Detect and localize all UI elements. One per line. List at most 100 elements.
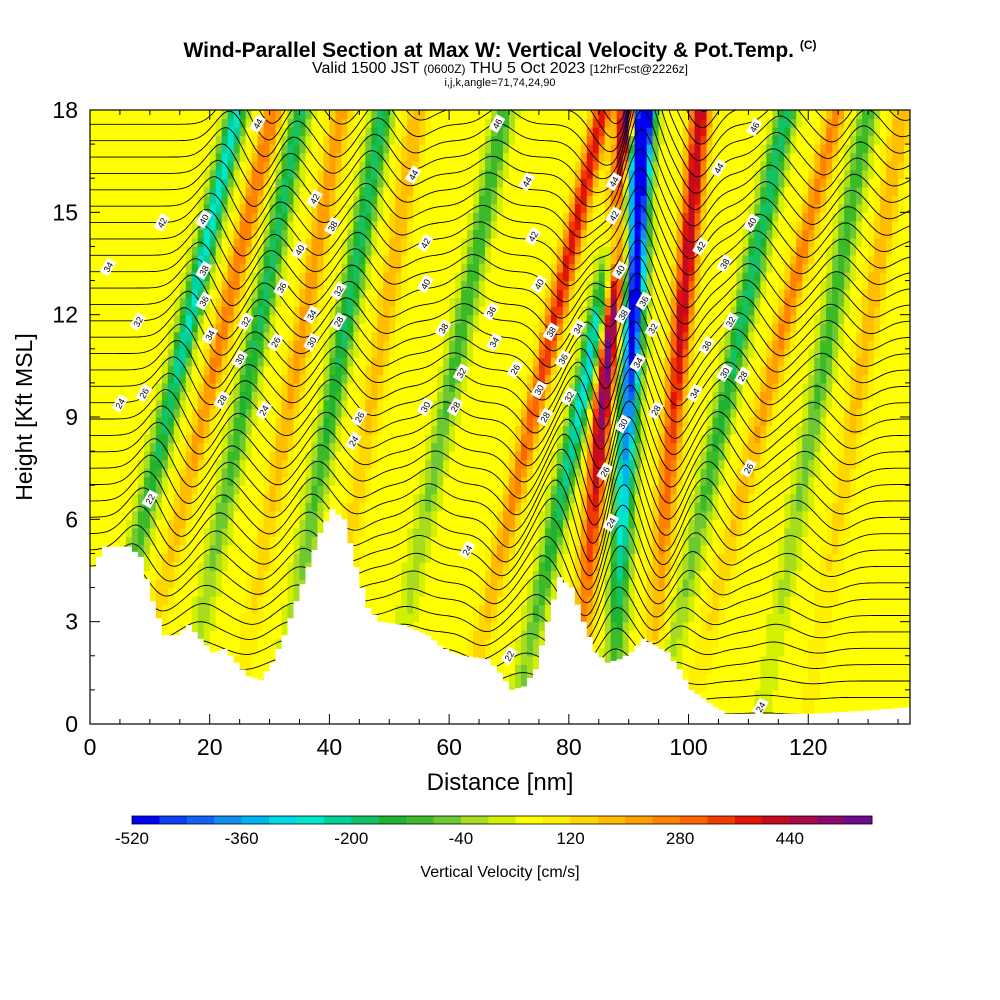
velocity-cell: [443, 144, 450, 154]
velocity-cell: [167, 561, 175, 572]
velocity-cell: [245, 442, 253, 452]
velocity-cell: [125, 118, 133, 128]
velocity-cell: [173, 459, 181, 469]
velocity-cell: [371, 169, 378, 179]
velocity-cell: [95, 459, 103, 469]
velocity-cell: [335, 502, 342, 512]
velocity-cell: [347, 391, 354, 401]
velocity-cell: [389, 365, 396, 375]
velocity-cell: [137, 468, 145, 478]
velocity-cell: [149, 169, 157, 179]
velocity-cell: [227, 374, 235, 384]
velocity-cell: [473, 306, 480, 316]
velocity-cell: [155, 340, 163, 350]
velocity-cell: [431, 502, 438, 512]
velocity-cell: [305, 254, 313, 265]
velocity-cell: [389, 161, 396, 171]
velocity-cell: [173, 570, 181, 580]
velocity-cell: [263, 604, 271, 614]
velocity-cell: [131, 442, 139, 452]
velocity-cell: [455, 186, 462, 196]
velocity-cell: [389, 399, 396, 410]
velocity-cell: [437, 178, 444, 188]
velocity-cell: [455, 553, 462, 563]
velocity-cell: [185, 519, 193, 529]
velocity-cell: [437, 161, 444, 171]
velocity-cell: [419, 493, 426, 503]
velocity-cell: [431, 306, 438, 316]
velocity-cell: [383, 365, 390, 375]
velocity-cell: [371, 596, 378, 606]
velocity-cell: [485, 357, 492, 367]
velocity-cell: [251, 195, 259, 205]
velocity-cell: [323, 382, 331, 393]
velocity-cell: [233, 544, 241, 555]
velocity-cell: [473, 272, 480, 282]
velocity-cell: [323, 340, 331, 350]
velocity-cell: [365, 408, 372, 418]
velocity-cell: [299, 289, 307, 299]
velocity-cell: [311, 212, 319, 222]
velocity-cell: [149, 280, 157, 290]
velocity-cell: [401, 340, 408, 350]
velocity-cell: [491, 382, 498, 393]
velocity-cell: [353, 536, 360, 546]
velocity-cell: [107, 425, 115, 435]
velocity-cell: [281, 434, 289, 444]
velocity-cell: [473, 485, 480, 495]
velocity-cell: [491, 485, 498, 495]
velocity-cell: [143, 340, 151, 350]
velocity-cell: [203, 587, 211, 597]
velocity-cell: [209, 127, 217, 137]
velocity-cell: [437, 425, 444, 435]
velocity-cell: [185, 186, 193, 196]
velocity-cell: [149, 417, 157, 427]
velocity-cell: [197, 399, 205, 410]
velocity-cell: [113, 178, 121, 188]
velocity-cell: [443, 527, 450, 537]
velocity-cell: [467, 229, 474, 239]
velocity-cell: [113, 297, 121, 307]
velocity-cell: [149, 246, 157, 256]
velocity-cell: [437, 459, 444, 469]
velocity-cell: [263, 391, 271, 401]
velocity-cell: [413, 365, 420, 375]
velocity-cell: [425, 229, 432, 239]
velocity-cell: [419, 186, 426, 196]
velocity-cell: [137, 127, 145, 137]
velocity-cell: [227, 561, 235, 572]
velocity-cell: [95, 314, 103, 324]
velocity-cell: [209, 493, 217, 503]
velocity-cell: [251, 434, 259, 444]
velocity-cell: [497, 331, 504, 341]
velocity-cell: [341, 399, 348, 410]
velocity-cell: [329, 485, 337, 495]
velocity-cell: [497, 451, 504, 461]
velocity-cell: [197, 451, 205, 461]
velocity-cell: [155, 178, 163, 188]
velocity-cell: [425, 613, 432, 623]
velocity-cell: [473, 297, 480, 307]
velocity-cell: [437, 579, 444, 589]
velocity-cell: [407, 323, 414, 333]
velocity-cell: [371, 297, 378, 307]
velocity-cell: [149, 340, 157, 350]
velocity-cell: [203, 638, 211, 648]
velocity-cell: [191, 425, 199, 435]
velocity-cell: [377, 417, 384, 427]
velocity-cell: [137, 195, 145, 205]
velocity-cell: [497, 212, 504, 222]
velocity-cell: [401, 391, 408, 401]
velocity-cell: [215, 195, 223, 205]
velocity-cell: [407, 391, 414, 401]
velocity-cell: [281, 451, 289, 461]
velocity-cell: [167, 425, 175, 435]
velocity-cell: [179, 468, 187, 478]
velocity-cell: [233, 417, 241, 427]
velocity-cell: [119, 195, 127, 205]
velocity-cell: [131, 408, 139, 418]
velocity-cell: [485, 272, 492, 282]
velocity-cell: [353, 527, 360, 537]
velocity-cell: [497, 280, 504, 290]
velocity-cell: [281, 263, 289, 273]
